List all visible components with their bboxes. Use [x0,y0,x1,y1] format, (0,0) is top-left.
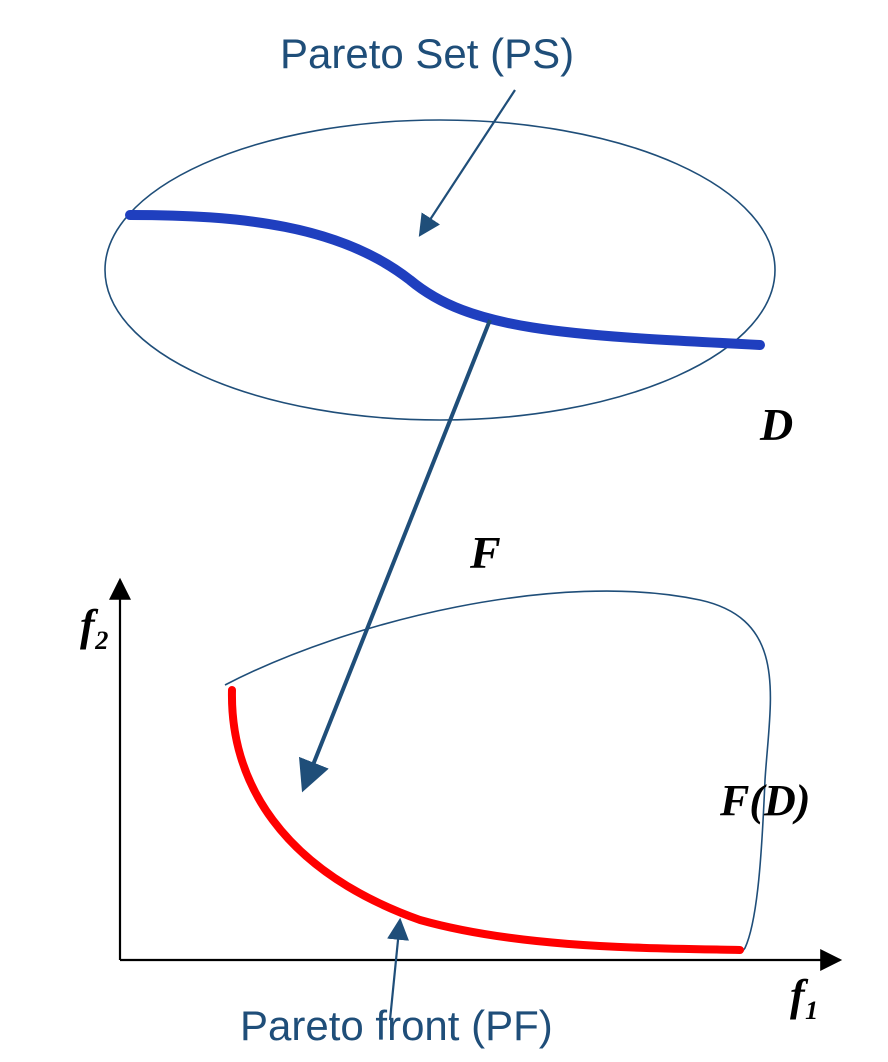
ps-label-arrow [420,90,515,235]
domain-D-label: D [759,399,793,450]
pareto-set-label: Pareto Set (PS) [280,30,574,77]
image-FD-label: F(D) [719,776,810,825]
image-region-outline [225,591,770,952]
axis-f2-label: f₂ [80,601,110,650]
mapping-arrow-F [305,320,490,785]
domain-ellipse [105,120,775,420]
pareto-set-curve [130,215,760,345]
pareto-front-label: Pareto front (PF) [240,1002,553,1049]
pareto-diagram: Pareto Set (PS) Pareto front (PF) D F F(… [0,0,888,1062]
pareto-front-curve [232,690,740,950]
map-F-label: F [469,527,501,578]
axis-f1-label: f₁ [790,971,820,1020]
